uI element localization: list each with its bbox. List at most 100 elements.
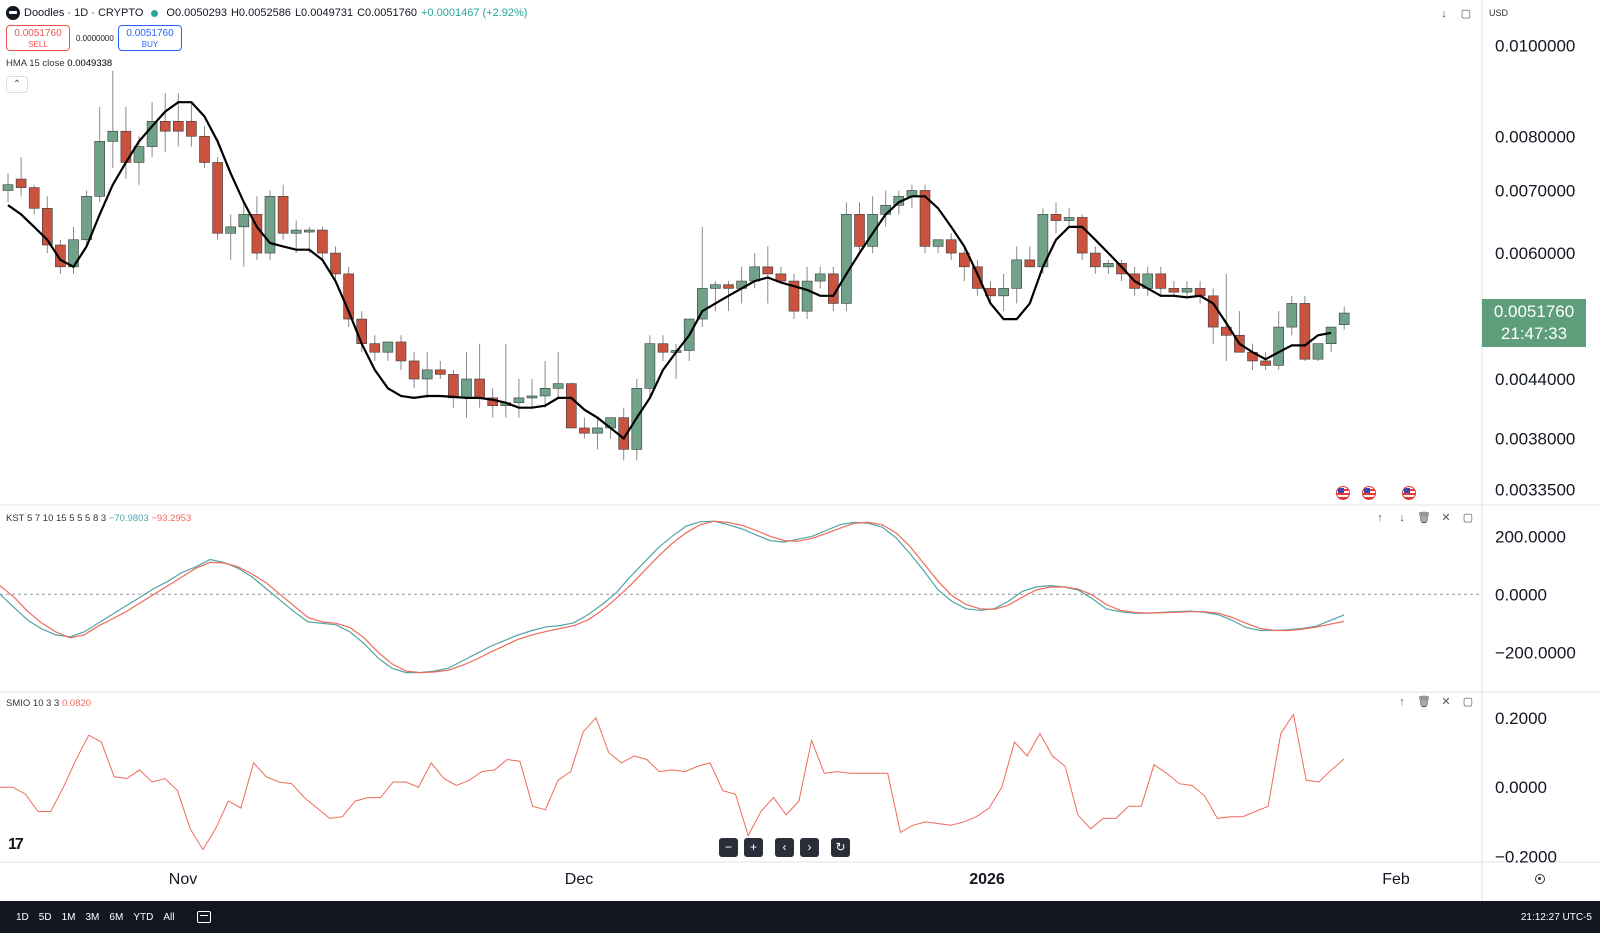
last-price: 0.0051760: [1493, 302, 1575, 321]
candle-body: [841, 214, 852, 304]
market-status-icon: [151, 9, 159, 17]
smio-tick-label: −0.2000: [1495, 848, 1557, 867]
candle: [94, 106, 105, 203]
candle: [277, 184, 289, 240]
candle-body: [539, 388, 551, 397]
candle-body: [330, 252, 341, 275]
candle-body: [723, 284, 734, 289]
candle-body: [801, 280, 813, 312]
price-pane[interactable]: [2, 70, 1350, 461]
scroll-left-button[interactable]: ‹: [775, 838, 794, 857]
candle-body: [1312, 343, 1324, 360]
candle: [854, 202, 865, 254]
candle-body: [369, 343, 381, 353]
range-button[interactable]: 3M: [85, 911, 100, 923]
range-button[interactable]: All: [163, 911, 175, 923]
currency-label[interactable]: USD: [1489, 8, 1509, 18]
move-up-icon[interactable]: ↑: [1377, 512, 1383, 524]
smio-legend[interactable]: SMIO 10 3 3 0.0820: [6, 698, 91, 709]
kst-pane[interactable]: [0, 520, 1482, 674]
candle-body: [382, 341, 394, 353]
zoom-out-button[interactable]: −: [719, 838, 738, 857]
range-button[interactable]: 6M: [109, 911, 124, 923]
candle: [15, 157, 27, 197]
candle: [1181, 281, 1193, 296]
doodles-logo-icon: [6, 6, 20, 20]
price-tick-label: 0.0060000: [1495, 244, 1575, 263]
price-axes: 0.0100000 0.0080000 0.0070000 0.0060000 0.00…: [169, 37, 1576, 888]
maximize-pane-icon[interactable]: ▢: [1462, 696, 1474, 708]
candle-body: [1076, 217, 1088, 254]
smio-pane[interactable]: [0, 713, 1345, 851]
maximize-pane-icon[interactable]: ▢: [1460, 8, 1472, 20]
smio-tick-label: 0.2000: [1495, 709, 1547, 728]
calendar-icon[interactable]: [197, 911, 212, 923]
candle-body: [592, 427, 603, 434]
move-down-icon[interactable]: ↓: [1441, 8, 1447, 20]
candle-body: [264, 196, 276, 254]
candle-body: [762, 266, 774, 275]
collapse-pane-icon[interactable]: ✕: [1441, 696, 1451, 708]
kst-legend[interactable]: KST 5 7 10 15 5 5 5 8 3 −70.9803 −93.295…: [6, 513, 191, 524]
bottom-toolbar: 1D 5D 1M 3M 6M YTD All 21:12:27 UTC-5: [0, 901, 1600, 933]
candle-body: [81, 196, 92, 241]
candle: [736, 266, 747, 304]
candle-body: [1299, 303, 1311, 360]
zoom-in-button[interactable]: +: [744, 838, 763, 857]
maximize-pane-icon[interactable]: ▢: [1462, 512, 1474, 524]
sell-button[interactable]: 0.0051760 SELL: [6, 25, 70, 51]
range-button[interactable]: YTD: [133, 911, 154, 923]
last-price-tag: 0.0051760 21:47:33: [1482, 299, 1586, 347]
candle-body: [1286, 303, 1298, 328]
candle: [317, 226, 328, 260]
kst-label: KST 5 7 10 15 5 5 5 8 3: [6, 513, 107, 524]
symbol-header: Doodles · 1D · CRYPTO O0.0050293 H0.0052…: [6, 6, 527, 20]
move-up-icon[interactable]: ↑: [1399, 696, 1405, 708]
hma-value: 0.0049338: [67, 58, 113, 69]
smio-tick-label: 0.0000: [1495, 778, 1547, 797]
kst-signal-line: [0, 520, 1345, 674]
candle: [434, 360, 446, 379]
pane-separators: [0, 0, 1600, 901]
smio-label: SMIO 10 3 3: [6, 698, 60, 709]
scroll-right-button[interactable]: ›: [800, 838, 819, 857]
smio-line: [0, 713, 1345, 851]
delete-pane-icon[interactable]: 🗑: [1417, 512, 1431, 524]
tradingview-logo-icon[interactable]: 17: [8, 836, 24, 853]
move-down-icon[interactable]: ↓: [1399, 512, 1405, 524]
candle-body: [199, 135, 210, 163]
candle: [1103, 259, 1114, 274]
candle: [28, 184, 40, 215]
price-tick-label: 0.0033500: [1495, 481, 1575, 500]
range-button[interactable]: 5D: [38, 911, 52, 923]
buy-button[interactable]: 0.0051760 BUY: [118, 25, 182, 51]
range-button[interactable]: 1M: [61, 911, 76, 923]
time-axis-label: Dec: [565, 871, 593, 888]
candle: [801, 266, 813, 320]
candle: [1312, 343, 1324, 361]
us-flag-event-icon[interactable]: [1336, 486, 1350, 500]
clock[interactable]: 21:12:27 UTC-5: [1520, 911, 1592, 923]
candle-body: [932, 239, 944, 247]
collapse-legend-button[interactable]: ⌃: [6, 76, 28, 93]
ohlc-close: C0.0051760: [357, 7, 418, 19]
candle-body: [644, 343, 656, 389]
us-flag-event-icon[interactable]: [1402, 486, 1416, 500]
collapse-pane-icon[interactable]: ✕: [1441, 512, 1451, 524]
candle: [487, 388, 499, 418]
date-range-buttons: 1D 5D 1M 3M 6M YTD All: [11, 912, 179, 923]
candle: [552, 352, 564, 398]
candle-body: [461, 378, 472, 399]
hma-legend[interactable]: HMA 15 close 0.0049338: [6, 58, 112, 69]
delete-pane-icon[interactable]: 🗑: [1417, 696, 1431, 708]
range-button[interactable]: 1D: [16, 911, 29, 923]
us-flag-event-icon[interactable]: [1362, 486, 1376, 500]
candle-body: [998, 288, 1009, 297]
candle-body: [1181, 288, 1193, 293]
symbol-title[interactable]: Doodles · 1D · CRYPTO: [24, 7, 144, 19]
reset-chart-button[interactable]: ↻: [831, 838, 850, 857]
candle-body: [408, 360, 420, 380]
candle: [1247, 343, 1258, 370]
time-axis-settings-icon[interactable]: [1535, 874, 1545, 884]
